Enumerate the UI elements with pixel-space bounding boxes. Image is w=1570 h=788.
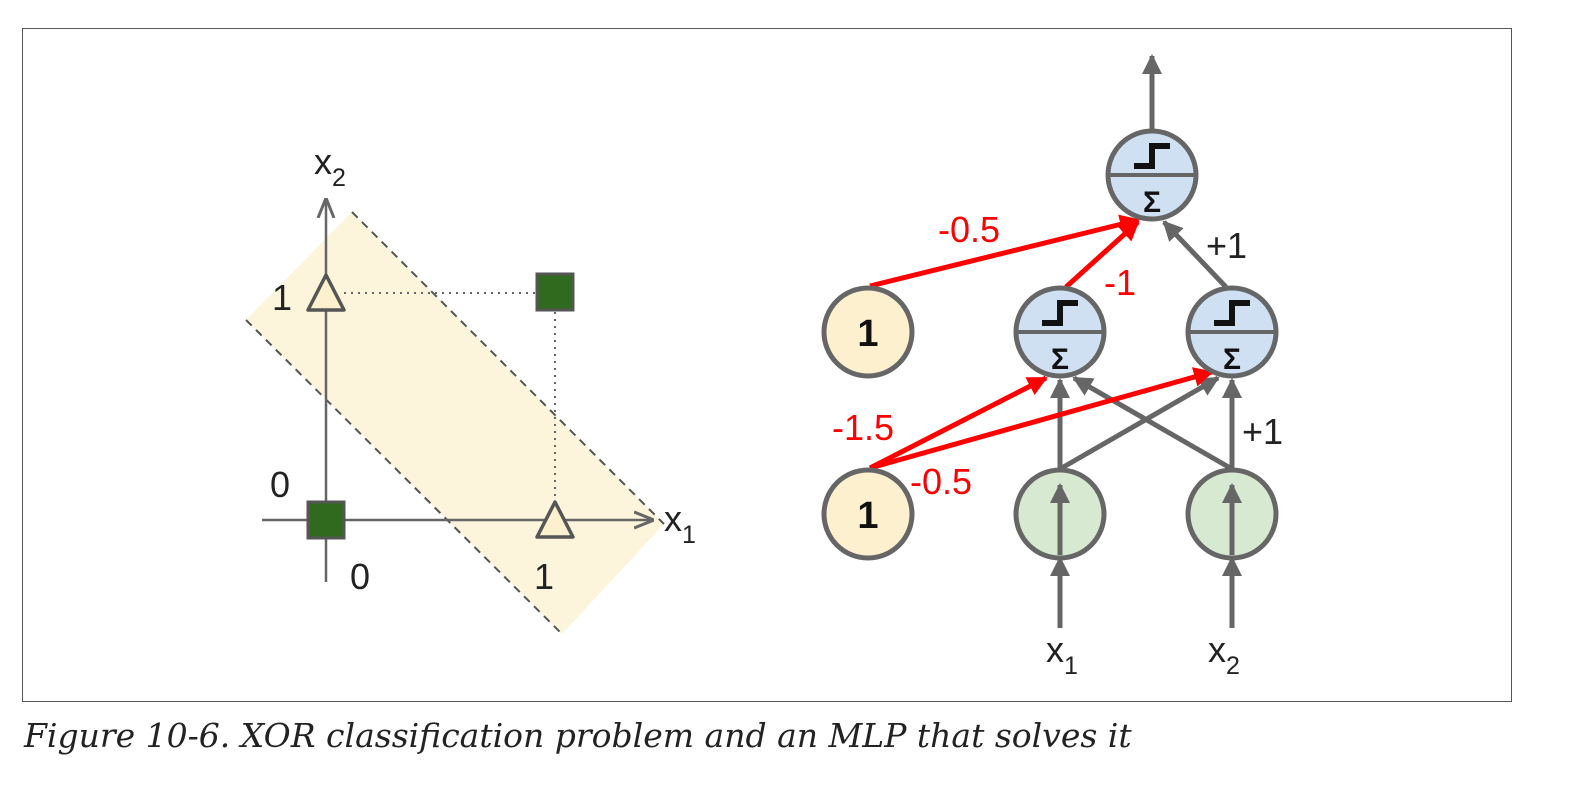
y-axis-label-subscript: 2 <box>332 164 346 192</box>
weight-hidden1-to-output: -1 <box>1104 262 1136 303</box>
edge-hidden2-to-output <box>1162 220 1228 289</box>
point-0-1-triangle <box>306 273 346 312</box>
edge-x1-to-hidden2 <box>1058 375 1220 472</box>
edge-hidden1-to-output <box>1064 220 1140 289</box>
decision-boundary-lower <box>245 319 563 635</box>
input-label-x1-subscript: 1 <box>1064 652 1078 680</box>
bias-node-top: 1 <box>821 285 915 379</box>
x-axis-label: x1 <box>664 498 696 549</box>
step-function-icon <box>1134 143 1170 169</box>
mlp-network: 1 1 Σ Σ Σ -0.5 <box>821 54 1283 680</box>
ltu-node-output: Σ <box>1105 128 1199 222</box>
sum-icon: Σ <box>1223 343 1241 376</box>
step-function-icon <box>1214 300 1250 326</box>
point-1-1-square <box>535 272 575 312</box>
ltu-node-hidden1: Σ <box>1013 285 1107 379</box>
edge-bias-to-hidden1 <box>868 375 1048 471</box>
sum-icon: Σ <box>1143 186 1161 219</box>
decision-band <box>246 212 664 634</box>
input-label-x2-subscript: 2 <box>1226 652 1240 680</box>
edge-x2-to-hidden1 <box>1072 375 1234 472</box>
bias-node-bottom: 1 <box>821 467 915 561</box>
y-tick-1: 1 <box>272 277 292 318</box>
y-axis-label: x2 <box>314 141 346 192</box>
weight-hidden2-to-output: +1 <box>1206 225 1247 266</box>
decision-boundary-upper <box>351 211 665 525</box>
x-tick-0: 0 <box>350 556 370 597</box>
point-0-0-square <box>306 500 346 540</box>
weight-inputs-to-hidden2: +1 <box>1242 411 1283 452</box>
bias-node-label: 1 <box>857 313 878 355</box>
x-tick-1: 1 <box>534 556 554 597</box>
input-label-x1: x1 <box>1046 629 1078 680</box>
figure-caption: Figure 10-6. XOR classification problem … <box>24 716 1132 755</box>
xor-plot: x2 x1 1 0 0 1 <box>245 141 696 635</box>
weight-hidden2-bias: -0.5 <box>910 461 972 502</box>
x-axis-label-subscript: 1 <box>682 521 696 549</box>
weight-hidden1-bias: -1.5 <box>832 407 894 448</box>
weight-output-bias: -0.5 <box>938 209 1000 250</box>
input-label-x2: x2 <box>1208 629 1240 680</box>
edge-bias-to-output <box>869 214 1140 289</box>
y-tick-0: 0 <box>270 464 290 505</box>
edge-bias-to-hidden2 <box>869 367 1214 471</box>
point-1-0-triangle <box>535 500 575 539</box>
ltu-node-hidden2: Σ <box>1185 285 1279 379</box>
bias-node-label: 1 <box>857 495 878 537</box>
step-function-icon <box>1042 300 1078 326</box>
sum-icon: Σ <box>1051 343 1069 376</box>
